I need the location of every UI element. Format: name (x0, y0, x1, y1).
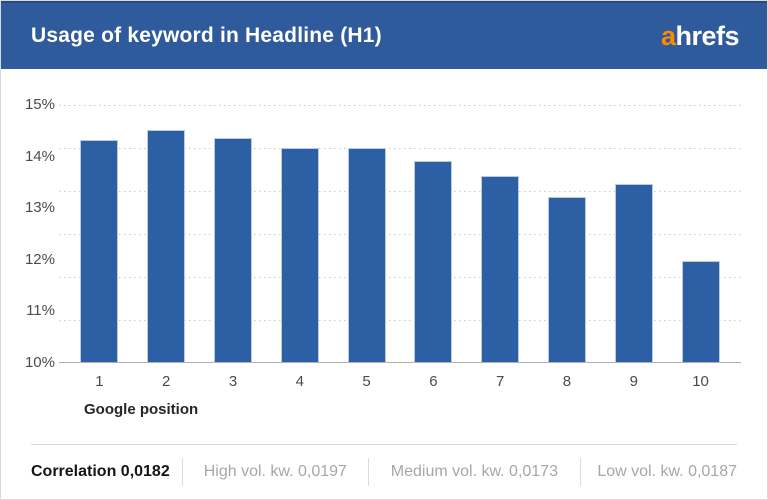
y-axis-label: 10% (24, 354, 55, 371)
card-header: Usage of keyword in Headline (H1) ahrefs (1, 1, 767, 69)
gridline (59, 105, 741, 106)
bar (213, 137, 252, 362)
x-axis-label: 8 (562, 373, 572, 390)
footer-divider-line (31, 444, 737, 445)
y-axis-label: 12% (24, 250, 55, 268)
bar (80, 140, 119, 362)
bar-series (66, 104, 734, 362)
bar-slot (534, 104, 601, 362)
bar-slot (133, 104, 200, 362)
bar-slot (600, 104, 667, 362)
plot-area (59, 105, 741, 363)
gridline (59, 277, 741, 278)
x-axis-label: 9 (629, 373, 638, 390)
stat-high-vol-kw: High vol. kw. 0,0197 (203, 463, 347, 480)
gridline (59, 148, 741, 149)
stat-divider (580, 458, 582, 486)
y-axis-label: 15% (24, 96, 55, 113)
page-title: Usage of keyword in Headline (H1) (31, 24, 382, 47)
bar (481, 176, 520, 362)
bar (681, 261, 720, 362)
bar-slot (467, 104, 534, 362)
stats-footer: Correlation 0,0182 High vol. kw. 0,0197 Me… (1, 444, 767, 499)
x-axis-title: Google position (84, 401, 199, 418)
x-axis-label: 6 (429, 373, 438, 390)
bar-slot (200, 104, 267, 362)
x-axis-label: 2 (162, 373, 171, 390)
x-axis: 1 2 3 4 5 6 7 8 9 10 (66, 373, 734, 391)
bar (414, 160, 453, 362)
bar-slot (400, 104, 467, 362)
gridline (59, 191, 741, 192)
chart-area: 15% 14% 13% 12% 11% 10% 1 2 3 4 5 6 7 8 9 10 Google po… (1, 69, 767, 446)
footer-stats-row: Correlation 0,0182 High vol. kw. 0,0197 Me… (1, 445, 767, 499)
x-axis-label: 1 (95, 373, 104, 390)
stat-medium-vol-kw: Medium vol. kw. 0,0173 (390, 463, 558, 480)
bar (280, 147, 319, 362)
stat-low-vol-kw: Low vol. kw. 0,0187 (597, 463, 737, 480)
bar (547, 196, 586, 362)
x-axis-label: 5 (362, 373, 371, 390)
ahrefs-logo-a: a (660, 20, 676, 51)
y-axis: 15% 14% 13% 12% 11% 10% (1, 69, 55, 446)
stat-correlation: Correlation 0,0182 (31, 463, 170, 480)
bar-slot (333, 104, 400, 362)
ahrefs-logo-rest: hrefs (675, 20, 739, 51)
bar (347, 147, 386, 362)
stat-divider (367, 458, 369, 486)
bar-slot (66, 104, 133, 362)
gridline (59, 234, 741, 235)
bar (147, 129, 186, 362)
bar (614, 184, 653, 362)
x-axis-label: 10 (692, 373, 709, 390)
stat-divider (182, 458, 183, 486)
y-axis-label: 11% (26, 302, 55, 320)
gridline (59, 320, 741, 321)
x-axis-label: 7 (496, 373, 505, 390)
ahrefs-logo: ahrefs (660, 20, 740, 52)
y-axis-label: 13% (24, 199, 55, 217)
y-axis-label: 14% (24, 147, 55, 165)
bar-slot (266, 104, 333, 362)
bar-slot (667, 104, 734, 362)
x-axis-label: 4 (295, 373, 304, 390)
x-axis-label: 3 (228, 373, 238, 390)
